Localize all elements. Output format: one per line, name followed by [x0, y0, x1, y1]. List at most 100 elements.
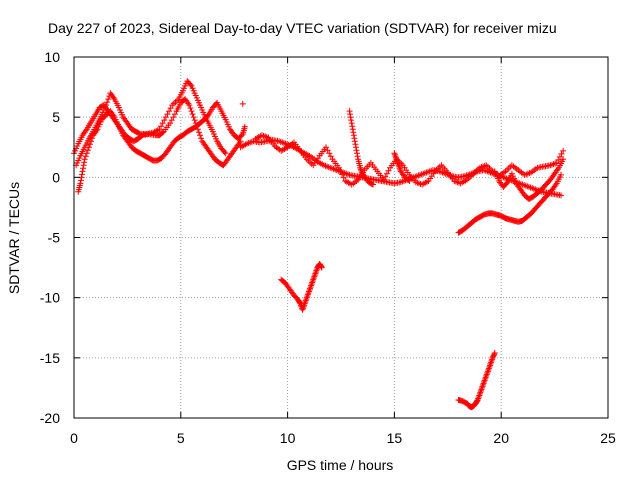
data-point-marker — [370, 181, 377, 188]
data-point-marker — [77, 177, 84, 184]
data-point-marker — [383, 170, 390, 177]
data-point-marker — [351, 138, 358, 145]
y-axis-ticks: -20 -15 -10 -5 0 5 10 — [40, 49, 608, 426]
data-point-marker — [346, 108, 353, 115]
data-point-marker — [82, 153, 89, 160]
data-point-marker — [167, 120, 174, 127]
data-point-marker — [83, 150, 90, 157]
data-point-marker — [352, 144, 359, 151]
data-point-marker — [79, 171, 86, 178]
data-point-marker — [354, 150, 361, 157]
data-point-marker — [87, 141, 94, 148]
data-point-marker — [348, 117, 355, 124]
series-arc-8 — [391, 150, 413, 184]
series-arc-10 — [455, 171, 565, 236]
x-tick-label: 5 — [177, 430, 185, 446]
data-point-marker — [156, 126, 163, 133]
data-point-marker — [105, 96, 112, 103]
data-point-marker — [104, 99, 111, 106]
data-point-marker — [326, 150, 333, 157]
data-point-marker — [79, 168, 86, 175]
data-point-marker — [340, 174, 347, 181]
data-point-marker — [327, 153, 334, 160]
data-point-marker — [188, 108, 195, 115]
data-point-marker — [354, 153, 361, 160]
x-tick-label: 10 — [280, 430, 296, 446]
data-point-marker — [171, 111, 178, 118]
x-tick-label: 0 — [70, 430, 78, 446]
data-point-marker — [195, 129, 202, 136]
x-tick-label: 25 — [600, 430, 616, 446]
data-point-marker — [349, 123, 356, 130]
data-point-marker — [241, 123, 248, 130]
data-point-marker — [368, 180, 375, 187]
data-point-marker — [167, 105, 174, 112]
data-point-marker — [77, 180, 84, 187]
data-point-marker — [189, 111, 196, 118]
data-point-marker — [348, 120, 355, 127]
y-tick-label: 0 — [52, 169, 60, 185]
data-point-marker — [158, 123, 165, 130]
data-point-marker — [347, 114, 354, 121]
data-point-marker — [159, 129, 166, 136]
y-tick-label: -15 — [40, 350, 60, 366]
x-tick-label: 15 — [387, 430, 403, 446]
data-point-marker — [239, 100, 246, 107]
data-point-marker — [353, 147, 360, 154]
data-point-marker — [84, 147, 91, 154]
data-point-marker — [382, 173, 389, 180]
data-point-marker — [222, 150, 229, 157]
data-point-marker — [380, 176, 387, 183]
data-point-marker — [80, 165, 87, 172]
data-point-marker — [351, 135, 358, 142]
y-tick-label: -20 — [40, 410, 60, 426]
data-point-marker — [85, 144, 92, 151]
data-point-marker — [339, 171, 346, 178]
data-point-marker — [323, 144, 330, 151]
data-point-marker — [159, 120, 166, 127]
series-arc-7 — [252, 132, 567, 188]
y-tick-label: 5 — [52, 109, 60, 125]
series-arc-2 — [73, 78, 229, 169]
data-points — [71, 78, 567, 411]
data-point-marker — [503, 180, 510, 187]
data-point-marker — [337, 168, 344, 175]
data-point-marker — [103, 102, 110, 109]
data-point-marker — [191, 117, 198, 124]
data-point-marker — [187, 105, 194, 112]
data-point-marker — [164, 111, 171, 118]
series-arc-12 — [455, 350, 498, 411]
data-point-marker — [350, 132, 357, 139]
series-arc-4 — [239, 100, 246, 107]
data-point-marker — [405, 177, 412, 184]
y-tick-label: -10 — [40, 290, 60, 306]
data-point-marker — [491, 351, 498, 358]
data-point-marker — [88, 138, 95, 145]
data-point-marker — [347, 111, 354, 118]
data-point-marker — [81, 159, 88, 166]
chart-title: Day 227 of 2023, Sidereal Day-to-day VTE… — [48, 20, 557, 36]
data-point-marker — [491, 350, 498, 357]
data-point-marker — [204, 112, 211, 119]
data-point-marker — [350, 129, 357, 136]
grid-lines — [74, 57, 608, 418]
data-point-marker — [560, 147, 567, 154]
data-point-marker — [558, 192, 565, 199]
data-point-marker — [385, 167, 392, 174]
data-point-marker — [186, 102, 193, 109]
data-point-marker — [161, 117, 168, 124]
y-axis-label: SDTVAR / TECUs — [6, 182, 22, 294]
data-point-marker — [324, 147, 331, 154]
y-tick-label: 10 — [44, 49, 60, 65]
series-arc-11 — [491, 156, 567, 202]
data-point-marker — [318, 264, 325, 271]
data-point-marker — [560, 156, 567, 163]
data-point-marker — [81, 156, 88, 163]
x-axis-ticks: 0 5 10 15 20 25 — [70, 57, 616, 446]
data-point-marker — [197, 132, 204, 139]
x-axis-label: GPS time / hours — [287, 457, 394, 473]
data-point-marker — [166, 108, 173, 115]
data-point-marker — [190, 114, 197, 121]
series-arc-3 — [75, 99, 248, 195]
